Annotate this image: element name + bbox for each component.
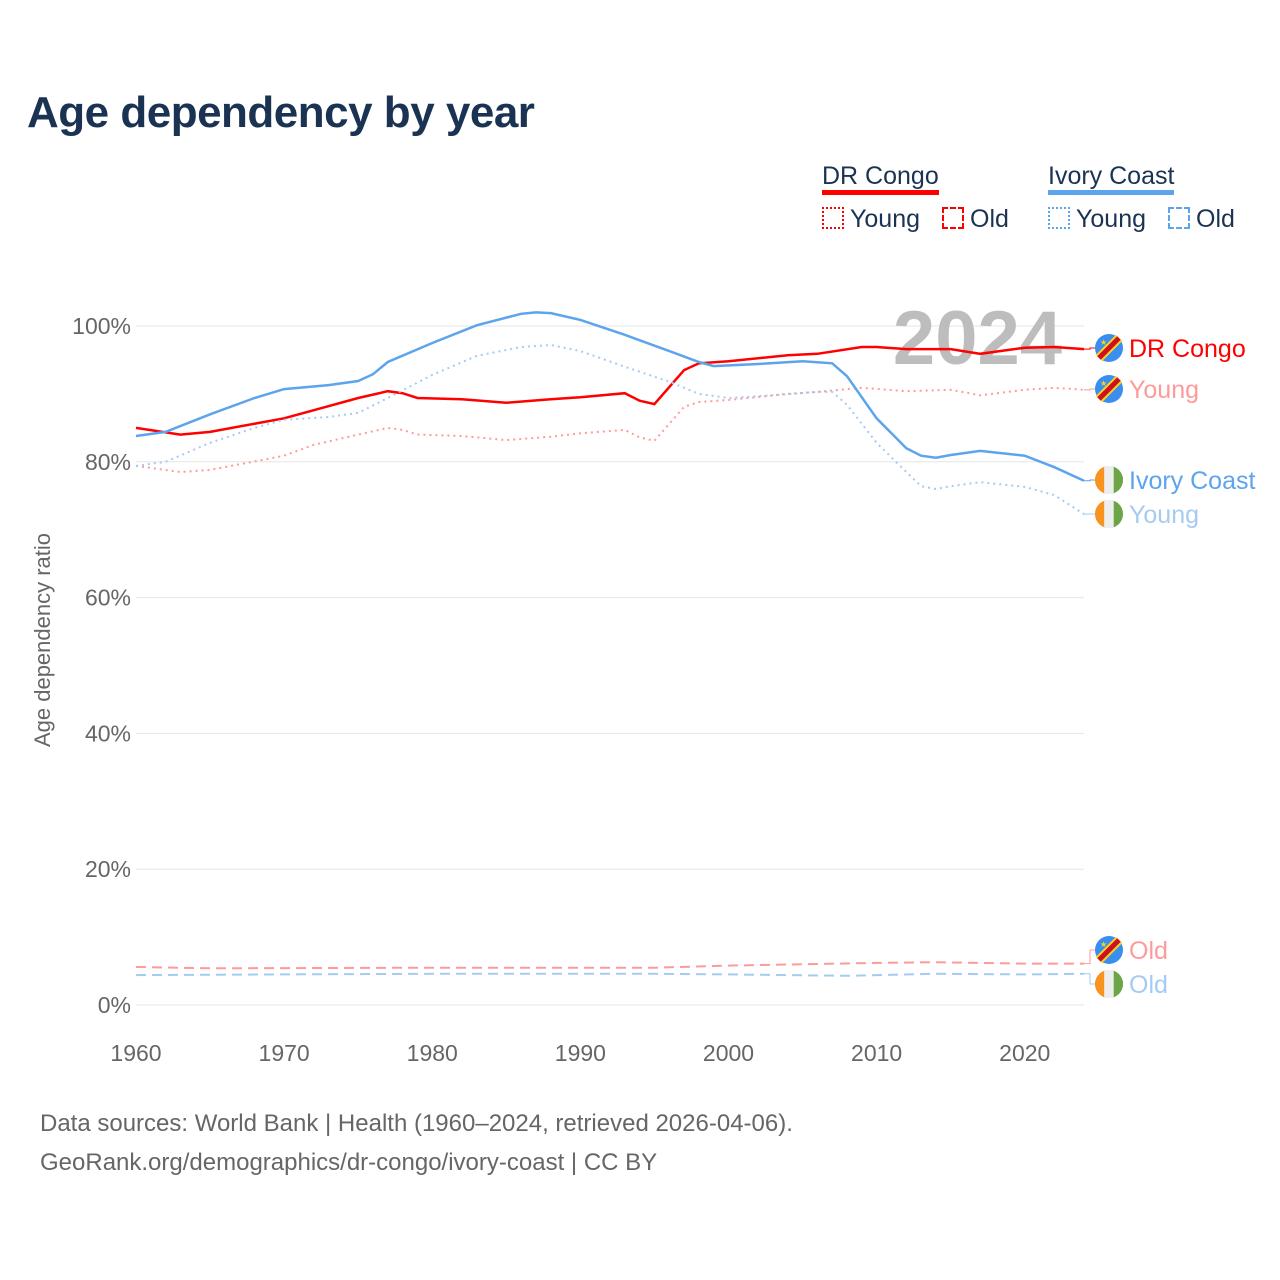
series-end-label: Old: [1129, 971, 1168, 999]
x-tick-label: 2000: [703, 1040, 754, 1066]
legend-dr-congo-old[interactable]: Old: [942, 205, 1009, 234]
legend-ivory-coast-old[interactable]: Old: [1168, 205, 1235, 234]
x-tick-label: 1960: [110, 1040, 161, 1066]
y-tick-label: 0%: [98, 992, 131, 1018]
flag-stripe: [1097, 377, 1121, 401]
y-tick-label: 80%: [85, 449, 131, 475]
flag-star: ★: [1100, 940, 1107, 949]
series-end-label: Old: [1129, 937, 1168, 965]
flag-stripe: [1104, 466, 1114, 494]
x-tick-label: 1980: [407, 1040, 458, 1066]
flag-star: ★: [1100, 379, 1107, 388]
series-line-ivory-coast: [135, 311, 1085, 482]
series-line-ivory-coast-old: [135, 972, 1085, 977]
dotted-swatch-icon: [822, 207, 844, 229]
series-line-dr-congo: [135, 345, 1085, 436]
dashed-swatch-icon: [1168, 207, 1190, 229]
flag-stripe: [1113, 466, 1124, 494]
label-connector: [1084, 388, 1096, 391]
legend-ivory-coast-young[interactable]: Young: [1048, 205, 1146, 234]
legend-dr-congo[interactable]: DR Congo: [822, 162, 939, 195]
series-end-label: Young: [1129, 501, 1199, 529]
series-line-dr-congo-old: [135, 961, 1084, 970]
flag-stripe: [1104, 970, 1114, 998]
label-connector: [1084, 973, 1096, 985]
y-tick-label: 20%: [85, 856, 131, 882]
dotted-swatch-icon: [1048, 207, 1070, 229]
flag-stripe: [1104, 500, 1114, 528]
label-connector: [1084, 347, 1096, 350]
y-tick-label: 60%: [85, 585, 131, 611]
ivory-coast-flag-icon: [1094, 466, 1105, 494]
y-tick-label: 100%: [72, 313, 131, 339]
flag-stripe: [1097, 336, 1121, 360]
year-watermark: 2024: [893, 296, 1062, 381]
legend-ivory-coast[interactable]: Ivory Coast: [1048, 162, 1175, 195]
series-end-label: DR Congo: [1129, 335, 1246, 363]
ivory-coast-flag-icon: [1094, 500, 1105, 528]
legend-dr-congo-young[interactable]: Young: [822, 205, 920, 234]
series-line-ivory-coast-young: [135, 343, 1085, 515]
chart-title: Age dependency by year: [27, 88, 535, 137]
dashed-swatch-icon: [942, 207, 964, 229]
series-end-label: Young: [1129, 376, 1199, 404]
flag-stripe: [1113, 970, 1124, 998]
y-tick-label: 40%: [85, 720, 131, 746]
flag-star: ★: [1100, 338, 1107, 347]
x-tick-label: 1970: [259, 1040, 310, 1066]
ivory-coast-flag-icon: [1094, 970, 1105, 998]
x-tick-label: 1990: [555, 1040, 606, 1066]
series-end-label: Ivory Coast: [1129, 467, 1255, 495]
source-url[interactable]: GeoRank.org/demographics/dr-congo/ivory-…: [40, 1149, 658, 1176]
source-text: Data sources: World Bank | Health (1960–…: [40, 1110, 793, 1137]
series-line-dr-congo-young: [135, 386, 1085, 474]
y-axis-label: Age dependency ratio: [30, 533, 55, 747]
label-connector: [1084, 949, 1096, 965]
x-tick-label: 2020: [999, 1040, 1050, 1066]
x-tick-label: 2010: [851, 1040, 902, 1066]
flag-stripe: [1097, 938, 1121, 962]
label-connector: [1084, 479, 1096, 482]
flag-stripe: [1113, 500, 1124, 528]
